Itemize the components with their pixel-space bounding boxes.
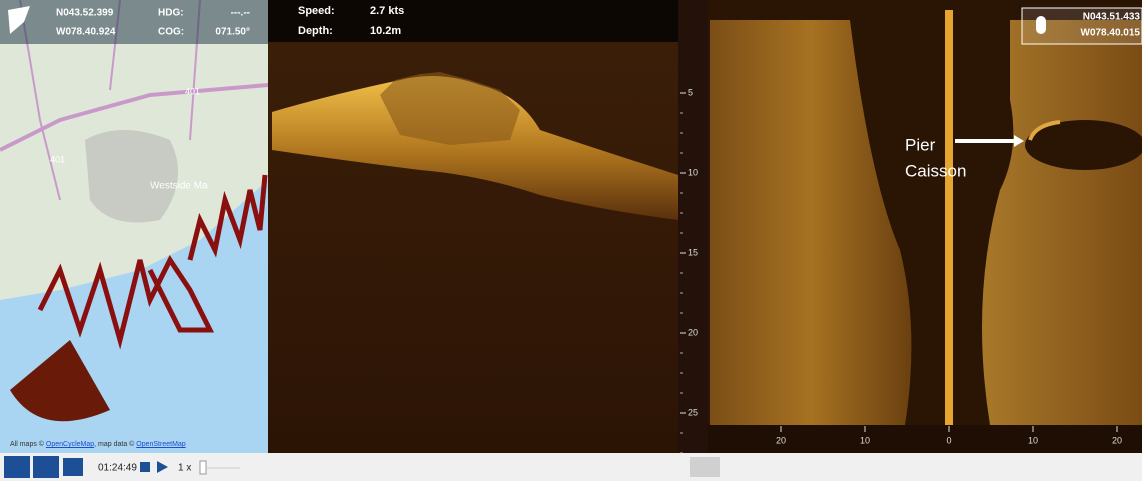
depth-ruler <box>678 0 708 453</box>
toolbar-bg <box>0 453 1142 481</box>
attribution-link[interactable]: OpenCycleMap <box>46 441 94 448</box>
depth-label: 25 <box>688 407 698 417</box>
range-label: 20 <box>1112 435 1122 445</box>
range-label: 10 <box>860 435 870 445</box>
range-label: 20 <box>776 435 786 445</box>
annotation-text: Caisson <box>905 161 966 180</box>
depth-label: 10 <box>688 167 698 177</box>
playback-speed: 1 x <box>178 463 191 474</box>
playback-time: 01:24:49 <box>98 463 137 474</box>
range-label: 0 <box>946 435 951 445</box>
map-park <box>85 130 178 223</box>
latitude: N043.52.399 <box>56 8 114 19</box>
down-view-bg <box>268 0 708 453</box>
range-label: 10 <box>1028 435 1038 445</box>
map-attribution: All maps © OpenCycleMap, map data © Open… <box>10 441 186 448</box>
depth-label: Depth: <box>298 25 333 37</box>
map-label: 401 <box>50 154 65 164</box>
depth-label: 15 <box>688 247 698 257</box>
toolbar: 01:24:49 1 x <box>0 453 1142 481</box>
cog-value: 071.50° <box>215 27 250 38</box>
cursor-lon: W078.40.015 <box>1081 28 1141 39</box>
depth-label: 5 <box>688 87 693 97</box>
side-view: 20 10 0 10 20 Pier Caisson N043.51.433 W078.… <box>708 0 1142 453</box>
cursor-lat: N043.51.433 <box>1083 12 1141 23</box>
map-panel: 401 401 Westside Ma N043.52.399 W078.40.… <box>0 0 268 453</box>
mouse-icon <box>1036 16 1046 34</box>
cog-label: COG: <box>158 27 184 38</box>
depth-value: 10.2m <box>370 25 401 37</box>
attribution-text: , map data © <box>94 441 136 448</box>
down-view: 5 10 15 20 25 Speed: 2.7 kts Depth: 10.2m <box>268 0 708 473</box>
longitude: W078.40.924 <box>56 27 116 38</box>
scroll-thumb[interactable] <box>690 457 720 477</box>
app: 401 401 Westside Ma N043.52.399 W078.40.… <box>0 0 1142 481</box>
hdg-label: HDG: <box>158 8 184 19</box>
depth-label: 20 <box>688 327 698 337</box>
page: 401 401 Westside Ma N043.52.399 W078.40.… <box>0 0 1142 481</box>
map-button[interactable] <box>4 456 30 478</box>
speed-slider[interactable] <box>200 461 206 474</box>
nadir-line <box>945 10 953 430</box>
annotation-text: Pier <box>905 135 936 154</box>
map-label: Westside Ma <box>150 181 208 192</box>
hdg-value: ---.-- <box>231 8 250 19</box>
snapshot-button[interactable] <box>63 458 83 476</box>
stop-button[interactable] <box>140 462 150 472</box>
range-ruler <box>708 425 1142 453</box>
attribution-text: All maps © <box>10 441 46 448</box>
map-label: 401 <box>185 86 200 96</box>
attribution-link[interactable]: OpenStreetMap <box>136 441 185 448</box>
sonar-button[interactable] <box>33 456 59 478</box>
speed-value: 2.7 kts <box>370 5 404 17</box>
speed-label: Speed: <box>298 5 335 17</box>
